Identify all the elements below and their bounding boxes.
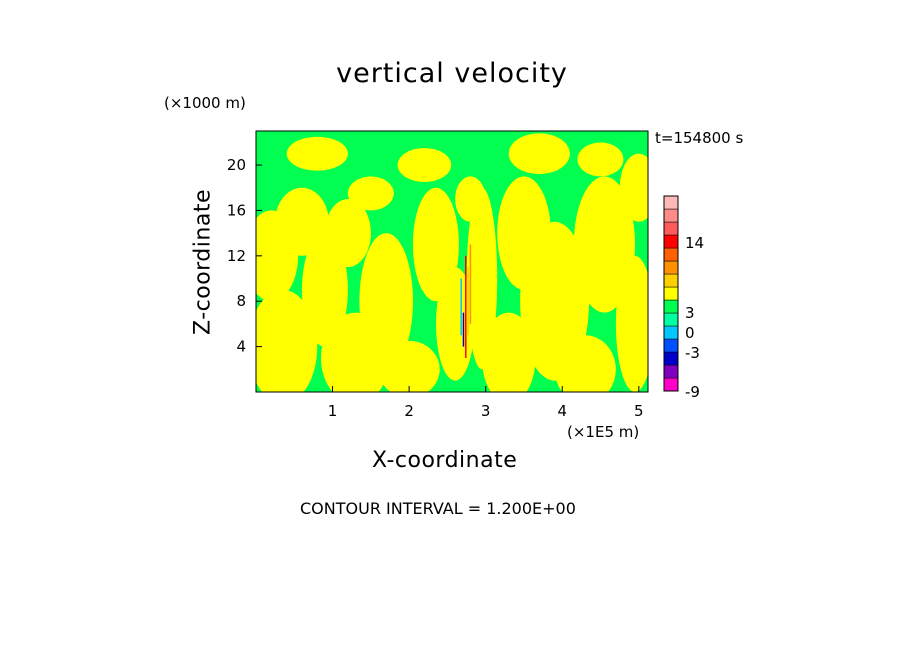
colorbar-segment xyxy=(663,208,679,223)
positive-velocity-region xyxy=(615,255,648,392)
positive-velocity-region xyxy=(359,233,414,370)
colorbar-segment xyxy=(663,286,679,301)
colorbar-tick-label: 0 xyxy=(685,324,695,342)
y-tick-label: 4 xyxy=(236,338,246,356)
chart-title: vertical velocity xyxy=(336,58,568,89)
x-axis-unit: (×1E5 m) xyxy=(567,423,640,441)
colorbar-segment xyxy=(663,195,679,210)
colorbar xyxy=(663,195,679,392)
colorbar-segment xyxy=(663,234,679,249)
plot-frame xyxy=(255,130,649,393)
x-ticks: 1 2 3 4 5 xyxy=(328,386,644,420)
positive-velocity-region xyxy=(481,312,536,392)
colorbar-tick-label: -9 xyxy=(685,383,700,401)
colorbar-segment xyxy=(663,221,679,236)
positive-velocity-region xyxy=(466,187,498,370)
heatmap-plot-area xyxy=(256,131,648,392)
x-tick-label: 3 xyxy=(481,402,491,420)
colorbar-segment xyxy=(663,312,679,327)
y-tick-label: 20 xyxy=(227,156,246,174)
z-axis-unit: (×1000 m) xyxy=(164,94,246,112)
colorbar-tick-label: 14 xyxy=(685,234,704,252)
x-axis-label: X-coordinate xyxy=(372,448,518,473)
positive-velocity-regions xyxy=(256,133,648,392)
x-tick-label: 2 xyxy=(404,402,414,420)
positive-velocity-region xyxy=(455,176,486,222)
positive-velocity-region xyxy=(508,133,570,175)
positive-velocity-region xyxy=(347,176,394,211)
updraft-core-streaks xyxy=(460,244,472,358)
positive-velocity-region xyxy=(573,176,636,313)
colorbar-frame xyxy=(663,195,679,392)
x-tick-label: 1 xyxy=(328,402,338,420)
colorbar-tick-label: -3 xyxy=(685,344,700,362)
colorbar-segment xyxy=(663,364,679,379)
positive-velocity-region xyxy=(577,142,624,177)
contour-interval-label: CONTOUR INTERVAL = 1.200E+00 xyxy=(300,499,576,518)
positive-velocity-region xyxy=(619,153,648,222)
y-ticks: 4 8 12 16 20 xyxy=(227,156,262,356)
colorbar-segment xyxy=(663,247,679,262)
y-tick-label: 8 xyxy=(236,292,246,310)
colorbar-segment xyxy=(663,260,679,275)
colorbar-segment xyxy=(663,338,679,353)
y-tick-label: 12 xyxy=(227,247,246,265)
colorbar-segment xyxy=(663,325,679,340)
positive-velocity-region xyxy=(378,340,440,392)
positive-velocity-region xyxy=(397,148,452,182)
y-tick-label: 16 xyxy=(227,201,246,219)
time-label: t=154800 s xyxy=(655,129,744,147)
positive-velocity-region xyxy=(436,267,475,381)
colorbar-tick-labels: 14 3 0 -3 -9 xyxy=(685,234,704,401)
colorbar-segment xyxy=(663,377,679,392)
colorbar-segment xyxy=(663,351,679,366)
x-tick-label: 5 xyxy=(634,402,644,420)
colorbar-segment xyxy=(663,299,679,314)
colorbar-segment xyxy=(663,273,679,288)
positive-velocity-region xyxy=(256,289,318,392)
positive-velocity-region xyxy=(286,136,348,171)
positive-velocity-region xyxy=(554,335,616,392)
x-tick-label: 4 xyxy=(557,402,567,420)
positive-velocity-region xyxy=(324,199,371,268)
colorbar-tick-label: 3 xyxy=(685,304,695,322)
